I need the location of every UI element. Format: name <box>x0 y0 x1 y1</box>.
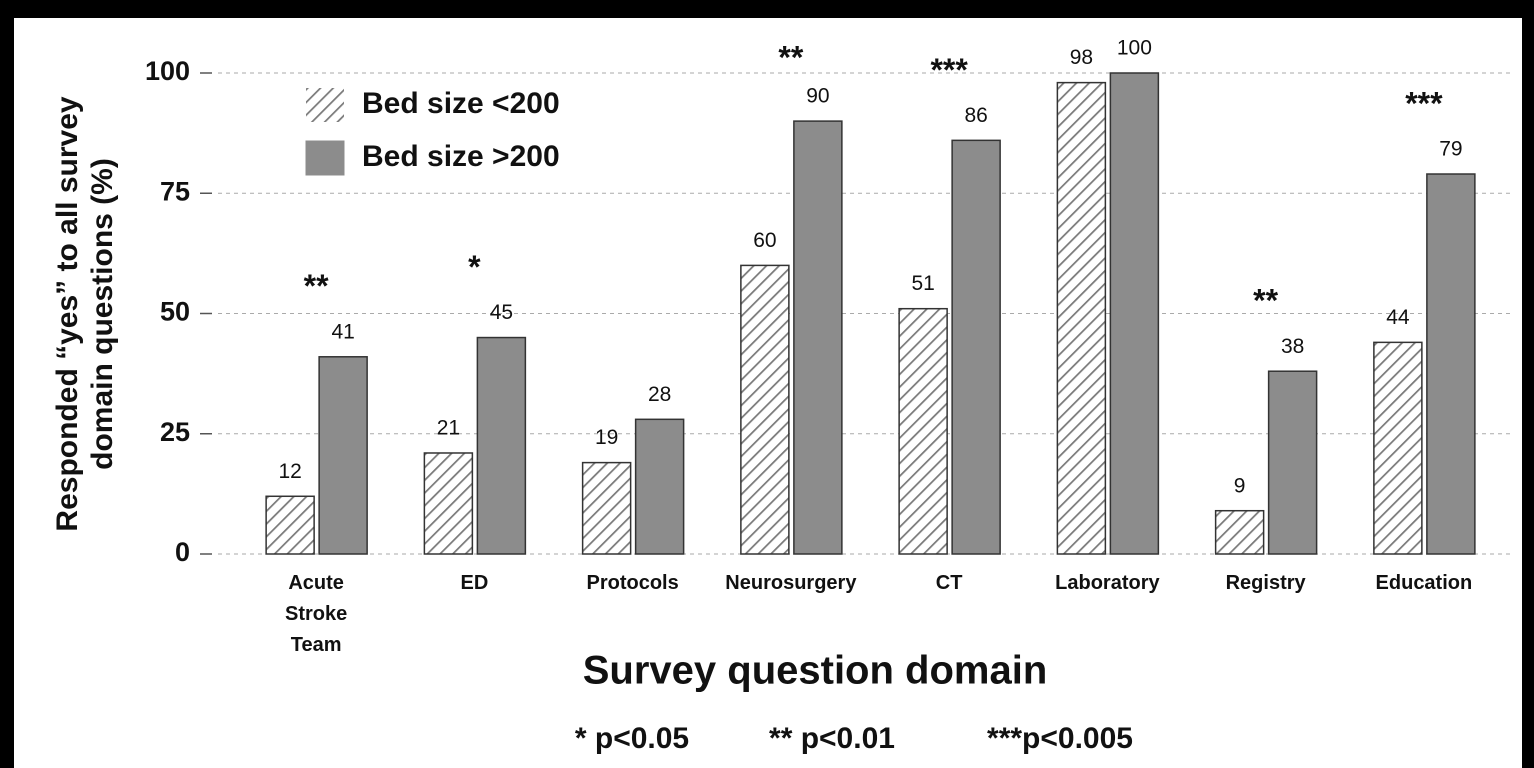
significance: *** <box>930 52 968 88</box>
data-label: 86 <box>964 104 987 127</box>
legend-label: Bed size >200 <box>362 140 560 173</box>
x-tick-label: CT <box>935 572 963 594</box>
bar <box>1214 509 1265 555</box>
bar <box>951 139 1001 555</box>
y-tick-label: 25 <box>160 417 190 447</box>
y-axis-label-line: domain questions (%) <box>86 158 119 470</box>
data-label: 12 <box>278 460 301 483</box>
footnote: * p<0.05 <box>575 722 689 755</box>
x-tick-label: Laboratory <box>1055 572 1160 594</box>
bar <box>1056 81 1107 555</box>
data-label: 79 <box>1439 138 1462 161</box>
bar <box>898 307 948 555</box>
data-label: 100 <box>1117 37 1152 60</box>
data-label: 60 <box>753 229 776 252</box>
legend-swatch <box>305 140 345 176</box>
x-tick-label: Education <box>1375 572 1473 594</box>
bar <box>1373 341 1423 555</box>
bar <box>581 461 632 555</box>
y-tick-label: 100 <box>145 56 190 86</box>
data-label: 51 <box>911 272 934 295</box>
data-label: 28 <box>648 383 671 406</box>
bar <box>740 264 790 555</box>
bar <box>476 336 527 555</box>
bar <box>265 495 315 555</box>
x-tick-label: Neurosurgery <box>725 572 857 594</box>
significance: *** <box>1405 85 1443 121</box>
data-label: 98 <box>1070 46 1093 69</box>
x-tick-label: Protocols <box>586 572 679 594</box>
x-axis-label: Survey question domain <box>583 649 1048 693</box>
data-label: 38 <box>1281 335 1304 358</box>
significance: ** <box>778 39 803 75</box>
footnote: ***p<0.005 <box>987 722 1133 755</box>
y-tick-label: 0 <box>175 537 190 567</box>
x-tick-label: ED <box>460 572 489 594</box>
bar <box>318 356 368 555</box>
bar <box>634 418 685 555</box>
significance: ** <box>304 268 329 304</box>
bar <box>793 120 843 555</box>
bar <box>423 452 474 555</box>
bar <box>1426 173 1476 555</box>
y-axis-label-line: Responded “yes” to all survey <box>51 96 84 531</box>
data-label: 45 <box>490 301 513 324</box>
bar <box>1109 72 1160 555</box>
data-label: 21 <box>437 417 460 440</box>
data-label: 41 <box>331 320 354 343</box>
data-label: 44 <box>1386 306 1410 329</box>
x-tick-label: Registry <box>1225 572 1306 594</box>
significance: * <box>468 249 481 285</box>
significance: ** <box>1253 283 1278 319</box>
x-tick-label: Acute Stroke Team <box>285 572 348 656</box>
bar <box>1267 370 1318 555</box>
data-label: 9 <box>1234 474 1246 497</box>
legend-swatch <box>306 88 344 122</box>
footnote: ** p<0.01 <box>769 722 895 755</box>
y-axis-label: Responded “yes” to all survey domain que… <box>51 96 119 531</box>
data-label: 19 <box>595 426 618 449</box>
y-tick-label: 50 <box>160 297 190 327</box>
legend-label: Bed size <200 <box>362 87 560 120</box>
y-tick-label: 75 <box>160 176 190 206</box>
data-label: 90 <box>806 85 829 108</box>
